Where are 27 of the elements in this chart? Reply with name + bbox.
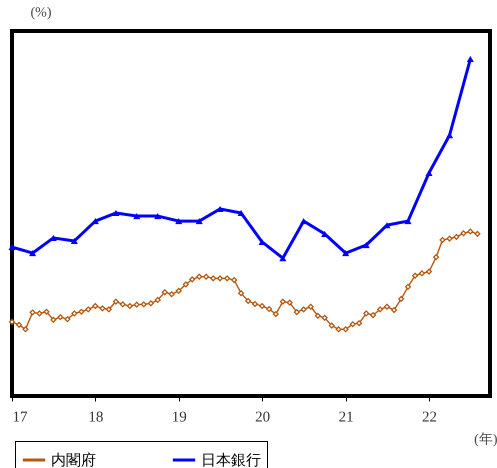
y-axis-title: (%) <box>30 6 52 20</box>
point <box>133 212 140 220</box>
point <box>154 212 162 220</box>
point <box>466 56 474 62</box>
x-tick-label: 18 <box>88 410 104 426</box>
point <box>175 218 182 224</box>
point <box>196 218 203 224</box>
legend-label: 日本銀行 <box>201 452 261 468</box>
point <box>362 242 370 248</box>
legend-label: 内閣府 <box>51 452 96 468</box>
point <box>216 206 224 212</box>
x-tick-label: 22 <box>422 410 438 426</box>
x-axis-title: (年) <box>474 432 497 448</box>
point <box>404 218 412 224</box>
point <box>238 210 245 216</box>
point <box>342 250 350 256</box>
x-tick-label: 19 <box>172 410 187 426</box>
point <box>425 170 433 176</box>
x-tick-label: 17 <box>12 410 28 426</box>
point <box>279 255 286 262</box>
point <box>112 210 120 216</box>
x-tick-label: 20 <box>255 410 270 426</box>
point <box>300 218 308 224</box>
point <box>8 244 16 250</box>
point <box>70 238 78 244</box>
x-tick-label: 21 <box>338 410 354 426</box>
point <box>29 250 36 256</box>
